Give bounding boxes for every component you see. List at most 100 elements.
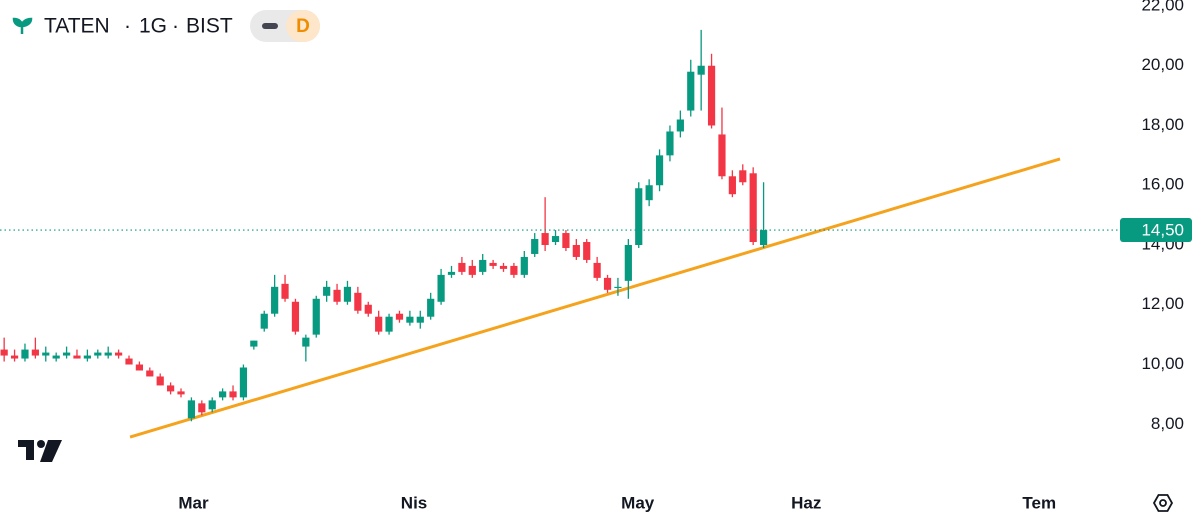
candle-body [562,233,570,248]
candle-body [271,286,279,314]
x-tick-label: May [621,493,655,512]
candle-body [312,298,320,335]
candle-body [364,304,372,314]
candle-body [343,286,352,302]
separator: · [124,15,131,38]
y-tick-label: 8,00 [1151,414,1184,433]
candle-body [479,259,487,272]
candle-body [739,170,747,183]
candle-body [146,370,154,377]
candle-body [0,349,8,356]
badge: D [296,16,310,37]
candle-body [31,349,39,356]
candle-body [551,236,560,243]
candle-body [42,352,50,356]
candle-body [635,188,643,245]
candle-body [510,265,518,275]
candle-body [572,245,580,257]
candle-body [603,277,612,290]
candle-body [385,316,393,332]
candle-body [208,400,216,410]
candle-body [624,245,632,281]
header: TATEN · 1G · BIST D [12,10,320,42]
candle-body [83,355,91,359]
y-tick-label: 22,00 [1141,0,1184,14]
candle-body [177,391,185,395]
interval: 1G [139,15,167,38]
candle-body [333,289,341,302]
y-tick-label: 10,00 [1141,354,1184,373]
candle-body [489,262,497,266]
y-tick-label: 16,00 [1141,175,1184,194]
candle-body [583,242,591,260]
y-tick-label: 18,00 [1141,115,1184,134]
candle-body [707,65,716,126]
candle-body [375,316,383,332]
candle-body [655,155,664,186]
candle-body [167,385,175,392]
separator: · [172,15,179,38]
candle-body [125,358,133,365]
candle-body [62,352,71,356]
candle-body [614,286,622,289]
candle-body [593,262,601,278]
candle-body [645,185,653,201]
candle-body [531,239,539,254]
candle-body [354,292,362,311]
tv-logo [18,440,62,462]
candle-body [73,355,81,359]
candle-body [499,265,508,269]
exchange: BIST [186,15,233,38]
x-tick-label: Nis [401,493,427,512]
symbol: TATEN [44,15,110,38]
candle-body [749,173,757,243]
price-label: 14,50 [1141,221,1184,240]
candle-body [239,367,248,398]
candle-body [260,313,268,329]
status-dash [262,23,278,29]
candle-body [10,355,19,359]
candle-body [676,119,684,132]
candle-body [718,134,726,177]
candle-body [323,286,331,296]
candle-body [666,131,674,156]
candle-body [520,256,528,275]
candle-body [728,176,736,195]
y-tick-label: 20,00 [1141,55,1184,74]
candle-body [447,271,456,275]
x-tick-label: Tem [1022,493,1056,512]
settings-icon[interactable] [1152,494,1174,512]
price-label-bg [1120,218,1192,243]
candle-body [135,364,144,371]
candle-body [187,400,196,419]
candle-body [395,313,404,320]
candle-body [229,391,237,398]
x-tick-label: Haz [791,493,821,512]
trendline [129,157,1061,439]
badge-bg [286,10,320,42]
y-tick-label: 12,00 [1141,294,1184,313]
candle-body [250,340,258,347]
candle-body [416,316,424,323]
candle-body [114,352,123,356]
candle-body [281,283,289,299]
candle-body [468,265,476,275]
candle-body [437,274,445,302]
candle-body [687,71,695,111]
candle-body [541,233,549,245]
candle-body [302,337,310,347]
candle-body [52,355,60,359]
candle-body [94,352,102,356]
candle-body [198,403,206,413]
candle-body [156,376,164,386]
x-tick-label: Mar [178,493,209,512]
candle-body [104,352,112,356]
candle-body [759,230,768,245]
candle-body [219,391,227,398]
candle-body [458,262,466,272]
candle-body [406,316,414,323]
candle-body [427,298,435,317]
